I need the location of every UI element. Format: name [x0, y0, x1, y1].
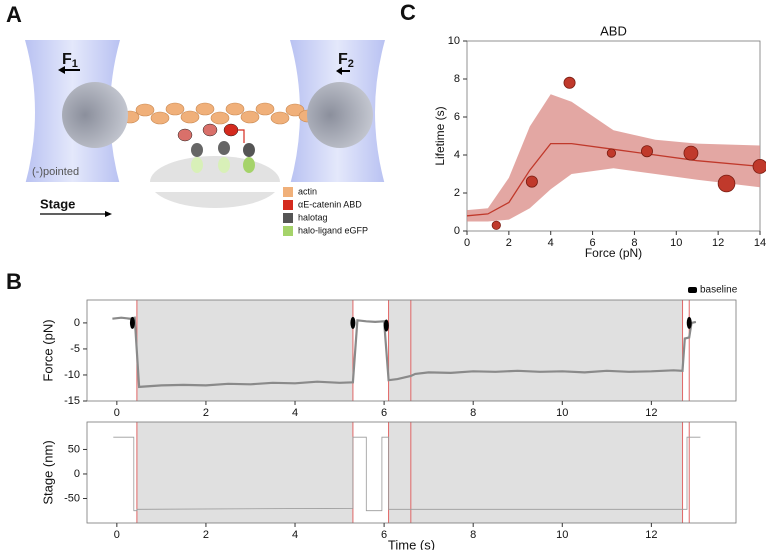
- y-tick-label: 6: [454, 111, 460, 123]
- y-tick-label: -10: [64, 369, 80, 381]
- data-point: [525, 175, 538, 188]
- force-label: F1: [62, 51, 78, 70]
- baseline-marker: [129, 316, 135, 329]
- y-tick-label: 50: [68, 443, 80, 455]
- data-point: [683, 145, 699, 161]
- data-point: [640, 145, 653, 158]
- x-tick-label: 2: [203, 529, 209, 541]
- confidence-band: [467, 94, 760, 222]
- chart-title: ABD: [600, 23, 627, 38]
- x-tick-label: 12: [645, 407, 657, 419]
- x-tick-label: 0: [114, 529, 120, 541]
- legend-label: halo-ligand eGFP: [298, 225, 368, 235]
- plot-frame: [466, 40, 761, 232]
- legend-swatch: [688, 287, 697, 293]
- y-tick-label: 0: [454, 225, 460, 237]
- panel-letter: B: [6, 269, 22, 294]
- x-tick-label: 6: [590, 237, 596, 249]
- arrow-head: [58, 66, 65, 74]
- x-tick-label: 8: [470, 529, 476, 541]
- data-point: [491, 220, 501, 230]
- x-tick-label: 4: [292, 407, 298, 419]
- shaded-interval: [388, 300, 683, 401]
- force-label: F2: [338, 51, 354, 70]
- legend-label: baseline: [700, 285, 738, 296]
- trace: [112, 316, 697, 389]
- y-tick-label: 2: [454, 187, 460, 199]
- panel-letter: A: [6, 2, 22, 27]
- x-tick-label: 6: [381, 407, 387, 419]
- y-axis-label: Stage (nm): [40, 440, 55, 504]
- panel-letter: C: [400, 0, 416, 25]
- data-point: [752, 159, 766, 174]
- x-tick-label: 4: [292, 529, 298, 541]
- end-label: (-)pointed: [32, 166, 79, 178]
- y-tick-label: 10: [448, 35, 460, 47]
- legend-label: αE-catenin ABD: [298, 199, 362, 209]
- x-tick-label: 0: [114, 407, 120, 419]
- trace: [113, 436, 701, 512]
- x-tick-label: 12: [645, 529, 657, 541]
- y-tick-label: 8: [454, 73, 460, 85]
- y-axis-label: Lifetime (s): [433, 106, 447, 165]
- x-tick-label: 4: [548, 237, 554, 249]
- baseline-marker: [383, 319, 389, 332]
- data-point: [606, 148, 617, 158]
- x-tick-label: 10: [556, 529, 568, 541]
- y-tick-label: -15: [64, 395, 80, 407]
- arrow-head: [336, 67, 342, 75]
- protein-constructs: [177, 123, 255, 173]
- plot-frame: [86, 421, 737, 524]
- legend-swatch: [283, 200, 293, 210]
- fit-line: [466, 142, 761, 217]
- actin-filament: [120, 102, 318, 125]
- diagram-legend: actin αE-catenin ABD halotag halo-ligand eG…: [283, 186, 368, 236]
- bead: [62, 82, 128, 148]
- x-tick-label: 10: [556, 407, 568, 419]
- x-tick-label: 12: [712, 237, 724, 249]
- x-tick-label: 14: [754, 237, 766, 249]
- bead: [307, 82, 373, 148]
- y-tick-label: -5: [70, 343, 80, 355]
- surface-cut: [20, 182, 390, 192]
- x-tick-label: 2: [506, 237, 512, 249]
- x-axis-label: Time (s): [388, 537, 435, 550]
- x-tick-label: 6: [381, 529, 387, 541]
- shaded-interval: [388, 422, 683, 523]
- plot-frame: [86, 299, 737, 402]
- y-tick-label: 0: [74, 317, 80, 329]
- baseline-marker: [686, 316, 692, 329]
- x-tick-label: 10: [670, 237, 682, 249]
- x-tick-label: 8: [470, 407, 476, 419]
- y-tick-label: 0: [74, 468, 80, 480]
- y-tick-label: -50: [64, 492, 80, 504]
- diagram: F1 F2 (-)pointed Stage actin αE-catenin A…: [20, 40, 390, 236]
- y-tick-label: 4: [454, 149, 460, 161]
- legend-swatch: [283, 226, 293, 236]
- arrow-head: [105, 211, 112, 217]
- legend-swatch: [283, 213, 293, 223]
- data-point: [563, 76, 576, 89]
- baseline-marker: [350, 316, 356, 329]
- data-point: [717, 174, 736, 193]
- legend-swatch: [283, 187, 293, 197]
- x-axis-label: Force (pN): [585, 246, 642, 260]
- stage-label: Stage: [40, 196, 75, 211]
- x-tick-label: 0: [464, 237, 470, 249]
- shaded-interval: [136, 422, 353, 523]
- legend-label: actin: [298, 186, 317, 196]
- x-tick-label: 8: [631, 237, 637, 249]
- y-axis-label: Force (pN): [40, 319, 55, 381]
- legend-label: halotag: [298, 212, 328, 222]
- x-tick-label: 2: [203, 407, 209, 419]
